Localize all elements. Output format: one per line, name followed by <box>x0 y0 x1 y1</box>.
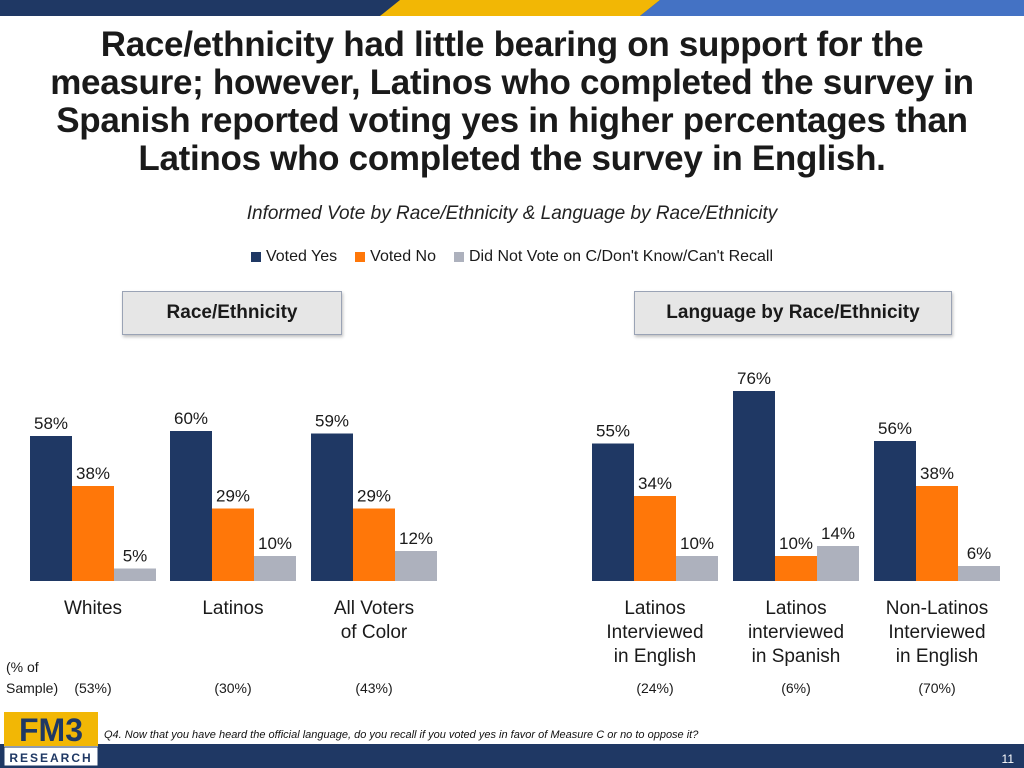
sample-size-0: (53%) <box>74 680 111 696</box>
bar-0-no <box>72 486 114 581</box>
category-label-3-0: Latinos <box>624 598 685 619</box>
legend-swatch-yes <box>250 252 261 262</box>
sample-size-5: (70%) <box>918 680 955 696</box>
bar-1-yes <box>170 431 212 581</box>
category-label-0-0: Whites <box>64 598 122 619</box>
bar-value-0-dnv: 5% <box>123 547 148 566</box>
bar-5-yes <box>874 441 916 581</box>
sample-size-4: (6%) <box>781 680 811 696</box>
bar-5-dnv <box>958 566 1000 581</box>
category-label-5-0: Non-Latinos <box>886 598 988 619</box>
category-label-4-1: interviewed <box>748 622 844 643</box>
page-number: 11 <box>1001 752 1014 766</box>
bar-value-4-dnv: 14% <box>821 524 855 543</box>
legend-item-dnv: Did Not Vote on C/Don't Know/Can't Recal… <box>453 248 774 266</box>
top-banner <box>0 0 1024 16</box>
legend-item-no: Voted No <box>355 248 436 266</box>
bar-value-0-no: 38% <box>76 464 110 483</box>
bar-4-no <box>775 556 817 581</box>
bar-0-dnv <box>114 568 156 581</box>
chart-subtitle: Informed Vote by Race/Ethnicity & Langua… <box>246 203 778 224</box>
category-label-5-1: Interviewed <box>888 622 985 643</box>
bar-value-2-dnv: 12% <box>399 529 433 548</box>
bar-value-1-no: 29% <box>216 487 250 506</box>
logo-text-top: FM3 <box>19 712 83 748</box>
bar-2-yes <box>311 433 353 581</box>
legend-swatch-no <box>355 252 366 262</box>
sample-note-line1: (% of <box>6 659 39 675</box>
bar-value-5-dnv: 6% <box>967 544 992 563</box>
bar-value-2-no: 29% <box>357 487 391 506</box>
sample-size-1: (30%) <box>214 680 251 696</box>
bar-value-5-no: 38% <box>920 464 954 483</box>
bar-value-0-yes: 58% <box>34 414 68 433</box>
legend-swatch-dnv <box>453 252 464 262</box>
bar-5-no <box>916 486 958 581</box>
bar-value-5-yes: 56% <box>878 419 912 438</box>
bar-3-no <box>634 496 676 581</box>
category-label-4-2: in Spanish <box>752 646 841 667</box>
bar-3-yes <box>592 443 634 581</box>
bar-3-dnv <box>676 556 718 581</box>
section-header-language: Language by Race/Ethnicity <box>634 291 952 335</box>
bar-value-4-yes: 76% <box>737 369 771 388</box>
category-label-2-1: of Color <box>341 622 408 643</box>
legend-label-no: Voted No <box>370 248 436 265</box>
bar-1-dnv <box>254 556 296 581</box>
category-label-4-0: Latinos <box>765 598 826 619</box>
fm3-logo: FM3 RESEARCH <box>4 712 98 766</box>
bar-value-2-yes: 59% <box>315 412 349 431</box>
bar-0-yes <box>30 436 72 581</box>
sample-size-2: (43%) <box>355 680 392 696</box>
bar-value-3-dnv: 10% <box>680 534 714 553</box>
logo-text-bottom: RESEARCH <box>9 751 92 765</box>
category-label-3-1: Interviewed <box>606 622 703 643</box>
sample-note: (% of Sample) <box>6 657 58 699</box>
bottom-banner <box>0 708 1024 768</box>
bar-chart: 58% 38% 5% Whites (53%) 60% 29% 10% Latinos (30%)… <box>30 369 1000 696</box>
footnote: Q4. Now that you have heard the official… <box>104 729 699 741</box>
sample-note-line2: Sample) <box>6 680 59 696</box>
bar-2-no <box>353 508 395 581</box>
chart-legend: Voted Yes Voted No Did Not Vote on C/Don… <box>0 248 1024 266</box>
category-label-1-0: Latinos <box>202 598 263 619</box>
section-header-race: Race/Ethnicity <box>122 291 342 335</box>
category-label-5-2: in English <box>896 646 978 667</box>
legend-label-yes: Voted Yes <box>265 248 338 265</box>
sample-size-3: (24%) <box>636 680 673 696</box>
bar-4-dnv <box>817 546 859 581</box>
page-title: Race/ethnicity had little bearing on sup… <box>50 25 974 178</box>
legend-item-yes: Voted Yes <box>250 248 338 266</box>
bar-4-yes <box>733 391 775 581</box>
bar-value-3-no: 34% <box>638 474 672 493</box>
legend-label-dnv: Did Not Vote on C/Don't Know/Can't Recal… <box>468 248 774 265</box>
category-label-2-0: All Voters <box>334 598 414 619</box>
bar-2-dnv <box>395 551 437 581</box>
bar-value-4-no: 10% <box>779 534 813 553</box>
category-label-3-2: in English <box>614 646 696 667</box>
bar-value-3-yes: 55% <box>596 422 630 441</box>
bar-value-1-yes: 60% <box>174 409 208 428</box>
bar-1-no <box>212 508 254 581</box>
bar-value-1-dnv: 10% <box>258 534 292 553</box>
